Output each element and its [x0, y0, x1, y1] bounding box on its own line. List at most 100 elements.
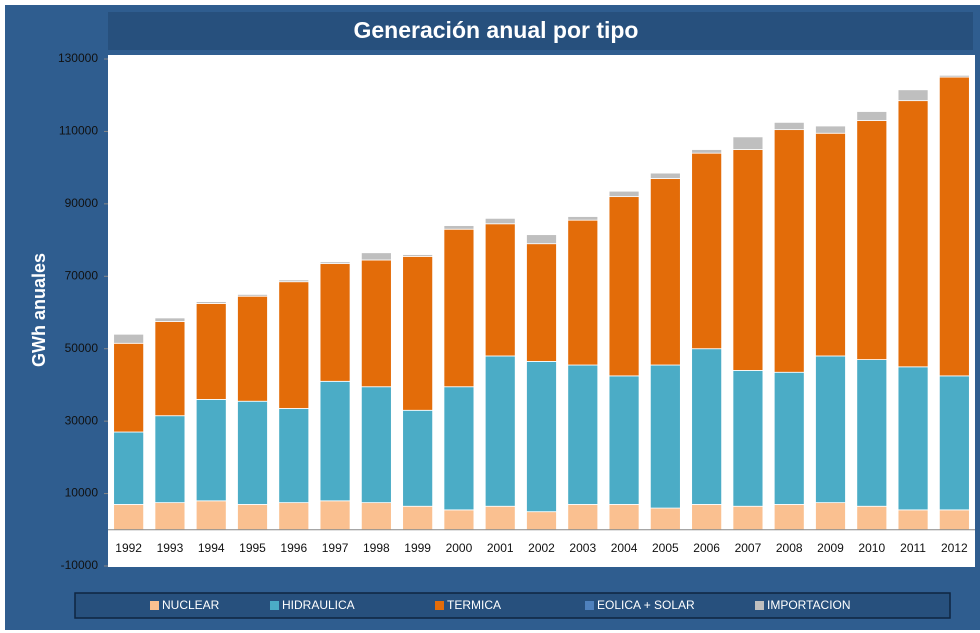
bar-segment: [567, 216, 599, 221]
x-tick-label: 2007: [735, 541, 762, 555]
bar-segment: [195, 399, 227, 502]
x-tick-label: 1992: [115, 541, 142, 555]
bar-segment: [649, 172, 681, 179]
bar-segment: [195, 301, 227, 304]
x-tick-label: 2009: [817, 541, 844, 555]
x-tick-label: 1999: [404, 541, 431, 555]
bar-segment: [402, 409, 434, 507]
bar-segment: [237, 400, 268, 505]
bar-segment: [484, 217, 516, 225]
y-axis-label: GWh anuales: [29, 253, 49, 367]
bar-segment: [237, 504, 268, 531]
bar-segment: [856, 505, 888, 531]
bar-segment: [154, 317, 186, 322]
bar-segment: [360, 386, 392, 504]
bar-segment: [278, 279, 310, 283]
bar-segment: [154, 502, 186, 531]
x-tick-label: 1998: [363, 541, 390, 555]
y-tick-label: 10000: [65, 486, 99, 500]
bar-segment: [815, 125, 846, 134]
bar-segment: [278, 502, 310, 531]
bar-segment: [608, 190, 640, 198]
bar-segment: [526, 243, 557, 362]
x-tick-label: 2001: [487, 541, 514, 555]
bar-segment: [195, 500, 227, 531]
x-tick-label: 2012: [941, 541, 968, 555]
bar-segment: [938, 375, 970, 511]
bar-segment: [608, 196, 640, 377]
y-tick-label: 130000: [58, 51, 98, 65]
bar-segment: [443, 225, 475, 230]
bar-segment: [815, 502, 846, 531]
bar-segment: [484, 355, 516, 507]
x-tick-label: 2010: [858, 541, 885, 555]
bar-segment: [649, 507, 681, 531]
bar-segment: [319, 500, 351, 531]
bar-segment: [773, 504, 805, 531]
x-tick-label: 2002: [528, 541, 555, 555]
bar-segment: [938, 74, 970, 78]
bar-segment: [856, 120, 888, 360]
bar-segment: [319, 380, 351, 502]
bar-segment: [773, 371, 805, 505]
bar-segment: [526, 360, 557, 513]
x-tick-label: 1996: [280, 541, 307, 555]
bar-segment: [195, 303, 227, 400]
bar-segment: [113, 342, 145, 433]
bar-segment: [443, 509, 475, 531]
x-tick-label: 2003: [569, 541, 596, 555]
x-tick-label: 2008: [776, 541, 803, 555]
bar-segment: [815, 355, 846, 504]
x-tick-label: 2006: [693, 541, 720, 555]
bar-segment: [608, 504, 640, 531]
title-box: [108, 12, 973, 50]
x-tick-label: 2005: [652, 541, 679, 555]
bar-segment: [691, 504, 723, 531]
bar-segment: [732, 149, 764, 371]
bar-segment: [608, 375, 640, 505]
bar-segment: [691, 348, 723, 505]
bar-segment: [649, 178, 681, 366]
bar-segment: [360, 252, 392, 261]
x-tick-label: 2004: [611, 541, 638, 555]
bar-segment: [402, 505, 434, 531]
bar-segment: [113, 333, 145, 344]
bar-segment: [443, 228, 475, 388]
x-tick-label: 1994: [198, 541, 225, 555]
bar-segment: [732, 370, 764, 507]
legend-swatch: [435, 601, 444, 610]
x-tick-label: 1995: [239, 541, 266, 555]
y-tick-label: 70000: [65, 268, 99, 282]
bar-segment: [773, 129, 805, 373]
legend-label: HIDRAULICA: [282, 598, 355, 612]
bar-segment: [113, 431, 145, 505]
bar-segment: [567, 219, 599, 366]
x-tick-label: 2011: [900, 541, 926, 555]
x-tick-label: 1993: [157, 541, 184, 555]
bar-segment: [856, 359, 888, 507]
bar-segment: [691, 152, 723, 350]
legend-label: NUCLEAR: [162, 598, 220, 612]
chart-title: Generación anual por tipo: [354, 17, 639, 43]
bar-segment: [567, 364, 599, 505]
bar-segment: [278, 408, 310, 504]
bar-segment: [443, 386, 475, 511]
x-tick-label: 1997: [322, 541, 349, 555]
bar-segment: [732, 505, 764, 531]
bar-segment: [113, 504, 145, 531]
y-tick-label: 30000: [65, 413, 99, 427]
bar-segment: [856, 111, 888, 121]
bar-segment: [567, 504, 599, 531]
bar-segment: [484, 505, 516, 531]
legend-label: TERMICA: [447, 598, 501, 612]
bar-segment: [154, 415, 186, 504]
bar-segment: [402, 255, 434, 411]
bar-segment: [237, 295, 268, 402]
bar-segment: [938, 509, 970, 531]
legend-swatch: [150, 601, 159, 610]
bar-segment: [897, 509, 929, 531]
bar-segment: [237, 293, 268, 297]
legend-swatch: [270, 601, 279, 610]
legend-swatch: [755, 601, 764, 610]
